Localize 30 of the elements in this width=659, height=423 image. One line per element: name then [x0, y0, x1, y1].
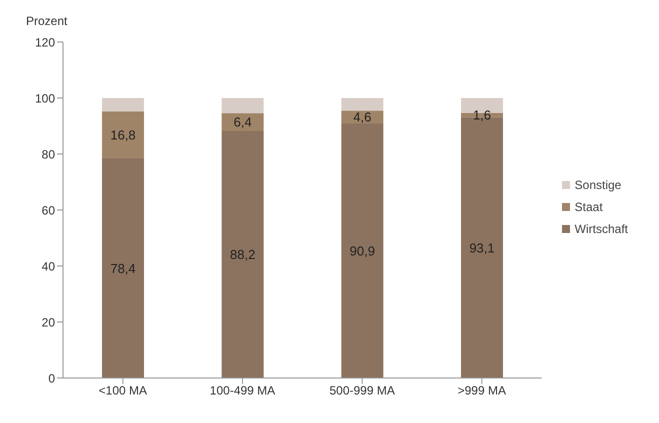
- bar: [222, 131, 264, 378]
- data-label: 4,6: [353, 110, 372, 125]
- y-tick-label: 20: [42, 315, 56, 330]
- y-tick-label: 100: [34, 91, 56, 106]
- y-tick-label: 0: [48, 371, 56, 386]
- y-tick-label: 60: [42, 203, 56, 218]
- data-label: 16,8: [110, 128, 136, 143]
- data-label: 6,4: [234, 114, 252, 130]
- x-tick-label: >999 MA: [458, 384, 506, 398]
- bar: [102, 111, 144, 158]
- bar: [102, 158, 144, 378]
- data-label: 78,4: [110, 260, 136, 276]
- x-tick-label: 500-999 MA: [329, 384, 395, 398]
- x-tick-label: 100-499 MA: [210, 384, 276, 398]
- legend-label: Sonstige: [574, 178, 622, 192]
- legend-label: Wirtschaft: [574, 222, 628, 236]
- bar: [102, 98, 144, 112]
- y-axis-title: Prozent: [26, 14, 68, 28]
- data-label: 90,9: [350, 243, 375, 258]
- y-tick-label: 120: [34, 35, 56, 50]
- legend-label: Staat: [574, 200, 603, 214]
- data-label: 93,1: [469, 240, 495, 256]
- bar: [341, 123, 384, 378]
- bar: [222, 98, 264, 114]
- bar: [222, 113, 264, 132]
- y-tick-label: 80: [42, 147, 56, 162]
- y-tick-label: 40: [42, 259, 56, 274]
- x-tick-label: <100 MA: [98, 384, 148, 398]
- data-label: 88,2: [230, 247, 256, 262]
- bar: [341, 98, 384, 111]
